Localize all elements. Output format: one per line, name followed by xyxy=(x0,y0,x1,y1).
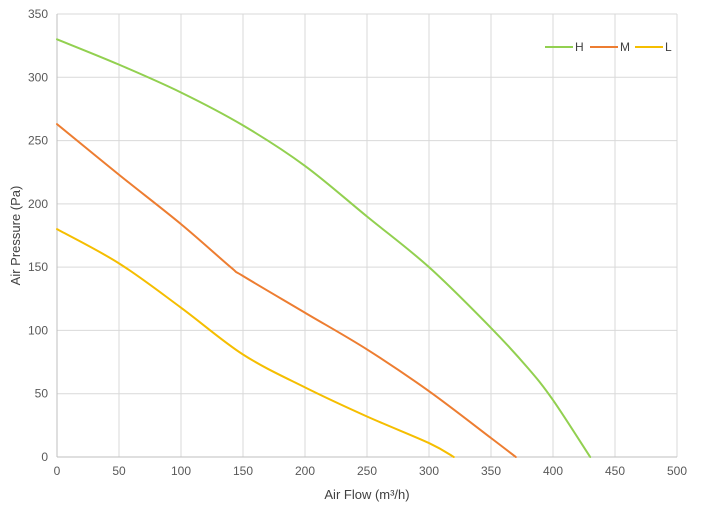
x-tick-label: 50 xyxy=(112,464,126,478)
series-line-h xyxy=(56,38,592,458)
series-lines xyxy=(56,38,592,458)
y-tick-label: 300 xyxy=(28,70,48,84)
x-tick-label: 100 xyxy=(171,464,191,478)
x-tick-label: 300 xyxy=(419,464,439,478)
x-tick-label: 500 xyxy=(667,464,687,478)
series-line-m xyxy=(56,123,517,458)
axes xyxy=(56,14,677,458)
x-tick-label: 0 xyxy=(54,464,61,478)
series-line-l xyxy=(56,228,455,458)
x-tick-label: 250 xyxy=(357,464,377,478)
y-tick-label: 250 xyxy=(28,134,48,148)
x-tick-label: 350 xyxy=(481,464,501,478)
x-tick-label: 150 xyxy=(233,464,253,478)
x-tick-label: 200 xyxy=(295,464,315,478)
tick-labels: 0 50 100 150 200 250 300 350 400 450 500 0 50 100 150 2… xyxy=(28,7,687,478)
y-tick-label: 0 xyxy=(41,450,48,464)
legend-label-h: H xyxy=(575,40,584,54)
grid-lines xyxy=(57,13,678,457)
y-tick-label: 50 xyxy=(35,387,49,401)
y-tick-label: 150 xyxy=(28,260,48,274)
legend-label-m: M xyxy=(620,40,630,54)
legend-label-l: L xyxy=(665,40,672,54)
y-axis-title: Air Pressure (Pa) xyxy=(8,186,23,286)
y-tick-label: 350 xyxy=(28,7,48,21)
y-tick-label: 100 xyxy=(28,323,48,337)
x-tick-label: 400 xyxy=(543,464,563,478)
x-tick-label: 450 xyxy=(605,464,625,478)
y-tick-label: 200 xyxy=(28,197,48,211)
x-axis-title: Air Flow (m³/h) xyxy=(324,487,409,502)
